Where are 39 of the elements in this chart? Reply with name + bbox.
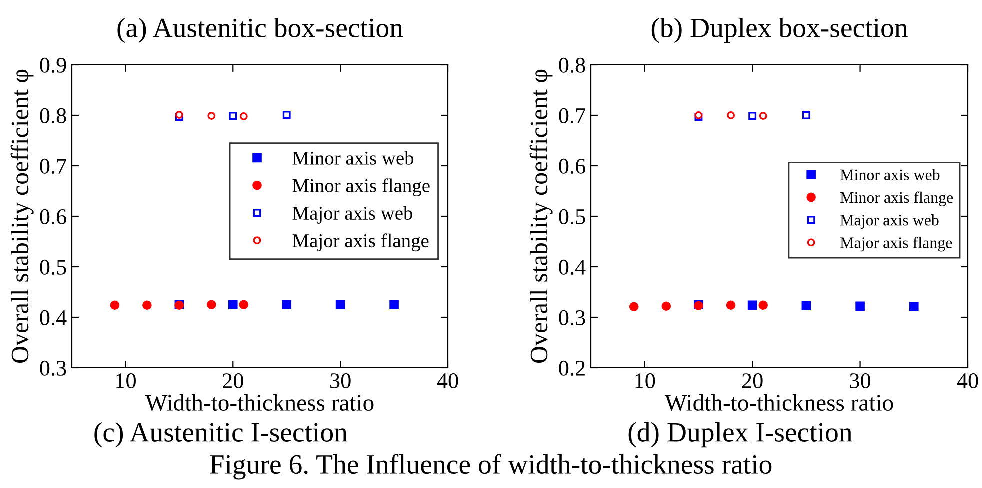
y-tick-label: 0.7: [559, 108, 586, 124]
y-tick-label: 0.6: [40, 209, 66, 225]
y-tick-label: 0.3: [40, 360, 66, 376]
y-tick-label: 0.2: [559, 360, 585, 376]
legend-label: Major axis flange: [292, 234, 429, 252]
text: (c) Austenitic I-section: [94, 422, 348, 448]
y-tick-label: 0.9: [40, 58, 66, 74]
legend-label: Major axis web: [292, 206, 412, 224]
x-tick-label: 20: [223, 374, 244, 388]
y-tick-label: 0.6: [559, 158, 586, 174]
y-tick-label: 0.5: [559, 209, 586, 225]
legend-label: Minor axis flange: [292, 178, 430, 196]
caption: Figure 6. The Influence of width-to-thickness ratio: [210, 454, 772, 480]
y-tick-label: 0.7: [40, 158, 66, 174]
y-axis-title: Overall stability coefficient φ: [10, 70, 34, 364]
y-tick-label: 0.8: [559, 58, 586, 74]
x-axis-title: Width-to-thickness ratio: [664, 394, 894, 412]
text: (d) Duplex I-section: [628, 422, 852, 448]
y-tick-label: 0.8: [40, 108, 66, 124]
y-tick-label: 0.3: [559, 310, 586, 326]
x-tick-label: 10: [116, 374, 136, 388]
y-axis-title: Overall stability coefficient φ: [530, 70, 553, 364]
legend-label: Major axis flange: [840, 237, 952, 252]
x-tick-label: 40: [437, 374, 458, 388]
chart-title: (a) Austenitic box-section: [118, 18, 404, 44]
x-tick-label: 10: [636, 374, 656, 388]
x-tick-label: 30: [330, 374, 351, 388]
x-tick-label: 30: [850, 374, 871, 388]
x-tick-label: 40: [957, 374, 978, 388]
y-tick-label: 0.5: [40, 260, 66, 276]
legend-label: Minor axis web: [292, 151, 414, 165]
y-tick-label: 0.4: [40, 310, 67, 326]
x-tick-label: 20: [742, 374, 763, 388]
y-tick-label: 0.4: [559, 260, 586, 276]
legend-label: Minor axis web: [840, 169, 940, 181]
x-axis-title: Width-to-thickness ratio: [145, 394, 374, 412]
legend-label: Major axis web: [840, 214, 939, 230]
legend-label: Minor axis flange: [840, 192, 954, 206]
chart-title: (b) Duplex box-section: [652, 18, 908, 44]
